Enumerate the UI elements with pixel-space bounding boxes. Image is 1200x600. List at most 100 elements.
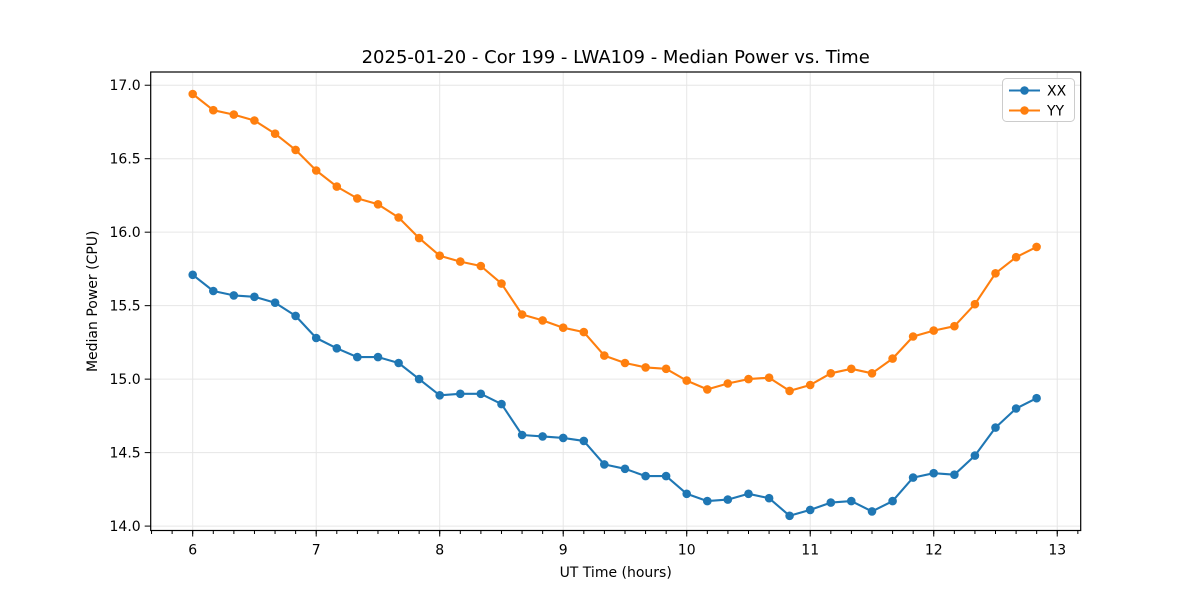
data-point-marker [538, 432, 547, 441]
data-point-marker [270, 129, 280, 138]
data-point-marker [600, 460, 609, 469]
data-point-marker [311, 166, 321, 175]
series-xx [188, 270, 1041, 521]
series-yy-line [192, 93, 1038, 392]
data-point-marker [785, 511, 794, 521]
svg-text:13: 13 [1048, 543, 1066, 559]
data-point-marker [826, 498, 836, 507]
data-point-marker [414, 233, 424, 243]
data-point-marker [764, 373, 774, 383]
legend-entry-yy: YY [1009, 104, 1065, 120]
data-point-marker [188, 89, 197, 99]
svg-text:11: 11 [801, 543, 819, 559]
data-point-marker [991, 423, 1000, 432]
data-point-marker [394, 358, 403, 368]
data-point-marker [311, 333, 321, 343]
data-point-marker [517, 430, 527, 440]
legend: XX YY [1002, 78, 1075, 122]
data-point-marker [476, 389, 486, 399]
data-point-marker [476, 261, 486, 271]
data-point-marker [970, 299, 980, 309]
data-point-marker [373, 352, 383, 362]
gridlines [150, 72, 1081, 531]
data-point-marker [517, 310, 527, 319]
data-point-marker [847, 364, 856, 374]
data-point-marker [888, 496, 897, 506]
data-point-marker [332, 344, 342, 353]
data-point-marker [888, 354, 897, 363]
legend-label: XX [1047, 84, 1067, 100]
svg-text:10: 10 [678, 543, 696, 559]
svg-text:14.5: 14.5 [110, 446, 141, 462]
data-point-marker [456, 257, 465, 266]
svg-text:17.0: 17.0 [110, 78, 141, 94]
data-point-marker [414, 374, 424, 384]
plot-area-border [150, 71, 1082, 532]
data-point-marker [929, 326, 938, 335]
data-point-marker [332, 182, 342, 191]
data-point-marker [497, 399, 506, 409]
data-point-marker [970, 451, 980, 460]
data-point-marker [682, 376, 691, 385]
svg-text:9: 9 [559, 543, 568, 559]
data-point-marker [661, 364, 671, 374]
data-point-marker [456, 389, 465, 399]
data-point-marker [641, 363, 650, 372]
data-point-marker [826, 369, 836, 378]
svg-text:15.5: 15.5 [110, 299, 141, 315]
data-point-marker [353, 194, 362, 203]
data-point-marker [744, 489, 753, 499]
data-point-marker [950, 470, 959, 480]
data-point-marker [579, 327, 589, 337]
data-point-marker [950, 321, 959, 331]
data-point-marker [579, 436, 589, 446]
data-point-marker [1011, 404, 1021, 413]
data-point-marker [805, 505, 815, 515]
data-point-marker [1011, 252, 1021, 262]
data-point-marker [661, 471, 671, 481]
legend-marker-sample [1020, 86, 1029, 95]
data-point-marker [558, 433, 568, 443]
svg-text:15.0: 15.0 [110, 372, 141, 388]
data-point-marker [1032, 393, 1041, 403]
data-point-marker [867, 369, 877, 378]
data-point-marker [847, 496, 856, 506]
data-point-marker [270, 298, 280, 308]
x-axis-label: UT Time (hours) [560, 565, 672, 581]
data-point-marker [744, 374, 753, 384]
data-point-marker [723, 495, 733, 504]
data-point-marker [1032, 242, 1041, 252]
y-tick-labels: 14.0 14.5 15.0 15.5 16.0 16.5 17.0 [110, 78, 141, 535]
svg-text:16.5: 16.5 [110, 152, 141, 168]
x-tick-labels: 6 7 8 9 10 11 12 13 [188, 543, 1066, 559]
data-point-marker [641, 471, 650, 481]
data-point-marker [373, 200, 383, 209]
svg-text:7: 7 [312, 543, 321, 559]
data-point-marker [353, 352, 362, 362]
data-point-marker [785, 386, 794, 396]
svg-text:14.0: 14.0 [110, 519, 141, 535]
data-point-marker [229, 110, 239, 119]
data-point-marker [250, 292, 259, 302]
chart-title: 2025-01-20 - Cor 199 - LWA109 - Median P… [362, 47, 870, 68]
data-point-marker [620, 464, 630, 474]
data-point-marker [394, 213, 403, 222]
data-point-marker [682, 489, 691, 499]
data-point-marker [600, 351, 609, 360]
data-point-marker [867, 507, 877, 516]
legend-marker-sample [1020, 106, 1029, 115]
data-point-marker [620, 358, 630, 368]
data-point-marker [497, 279, 506, 288]
data-point-marker [703, 385, 712, 394]
data-point-marker [723, 379, 733, 388]
data-point-marker [209, 105, 218, 115]
svg-text:8: 8 [435, 543, 444, 559]
legend-entry-xx: XX [1009, 84, 1067, 100]
data-point-marker [908, 332, 918, 341]
data-point-marker [703, 496, 712, 506]
series-yy [188, 89, 1041, 396]
data-point-marker [764, 493, 774, 503]
data-point-marker [209, 286, 218, 296]
